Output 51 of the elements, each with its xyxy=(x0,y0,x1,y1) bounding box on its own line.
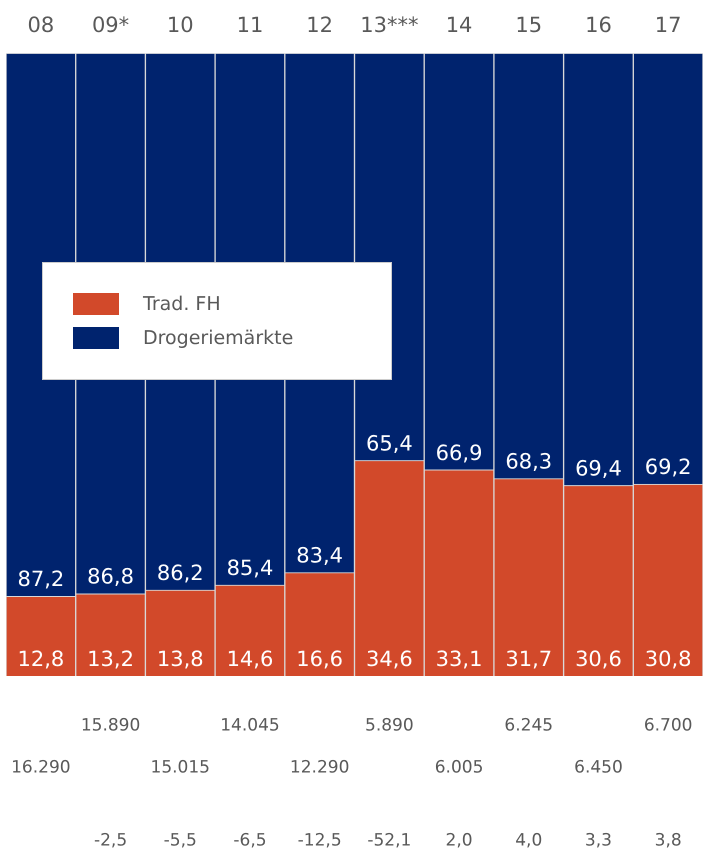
data-label: 86,2 xyxy=(156,561,204,586)
text: 6.005 xyxy=(434,757,484,778)
text: 4,0 xyxy=(515,830,542,850)
text: 5.890 xyxy=(365,715,414,736)
data-label: 34,6 xyxy=(366,646,413,671)
x-tick-label: 17 xyxy=(654,13,682,38)
text: 6.245 xyxy=(504,715,554,736)
text: 6.700 xyxy=(644,715,692,736)
text: 2,0 xyxy=(446,830,473,850)
text: 16.290 xyxy=(11,757,71,778)
data-label: 68,3 xyxy=(505,450,552,474)
x-tick-label: 10 xyxy=(166,13,194,38)
text: 6.450 xyxy=(574,757,623,778)
data-label: 12,8 xyxy=(17,646,64,671)
data-label: 86,8 xyxy=(87,564,134,589)
legend-label: Trad. FH xyxy=(143,293,221,315)
text: -52,1 xyxy=(367,830,412,850)
data-label: 66,9 xyxy=(436,440,482,465)
data-label: 13,8 xyxy=(156,646,204,671)
data-label: 83,4 xyxy=(296,544,344,568)
text: 3,8 xyxy=(654,830,682,850)
text: 15.890 xyxy=(80,715,140,736)
data-label: 69,2 xyxy=(644,455,692,480)
data-label: 16,6 xyxy=(296,646,344,671)
data-label: 31,7 xyxy=(505,646,552,671)
legend-label: Drogeriemärkte xyxy=(143,327,294,349)
x-tick-label: 13*** xyxy=(360,13,418,38)
x-tick-label: 11 xyxy=(236,13,264,38)
data-label: 69,4 xyxy=(575,456,622,480)
x-tick-label: 12 xyxy=(306,13,334,38)
x-tick-label: 16 xyxy=(585,13,612,38)
text: -2,5 xyxy=(94,830,128,850)
data-label: 87,2 xyxy=(17,567,64,592)
text: 14.045 xyxy=(220,715,280,736)
x-tick-label: 09* xyxy=(92,13,130,38)
text: -12,5 xyxy=(298,830,342,850)
data-label: 33,1 xyxy=(436,646,482,671)
x-tick-label: 14 xyxy=(446,13,472,38)
text: 15.015 xyxy=(150,757,210,778)
data-label: 65,4 xyxy=(366,431,413,456)
data-label: 30,8 xyxy=(644,646,692,671)
text: -5,5 xyxy=(164,830,197,850)
text: -6,5 xyxy=(233,830,267,850)
data-label: 30,6 xyxy=(575,646,622,671)
x-tick-label: 15 xyxy=(515,13,542,38)
x-tick-label: 08 xyxy=(27,13,54,38)
data-label: 14,6 xyxy=(226,646,274,671)
text: 12.290 xyxy=(290,757,350,778)
data-label: 13,2 xyxy=(87,646,134,671)
data-label: 85,4 xyxy=(226,556,274,580)
text: 3,3 xyxy=(584,830,612,850)
